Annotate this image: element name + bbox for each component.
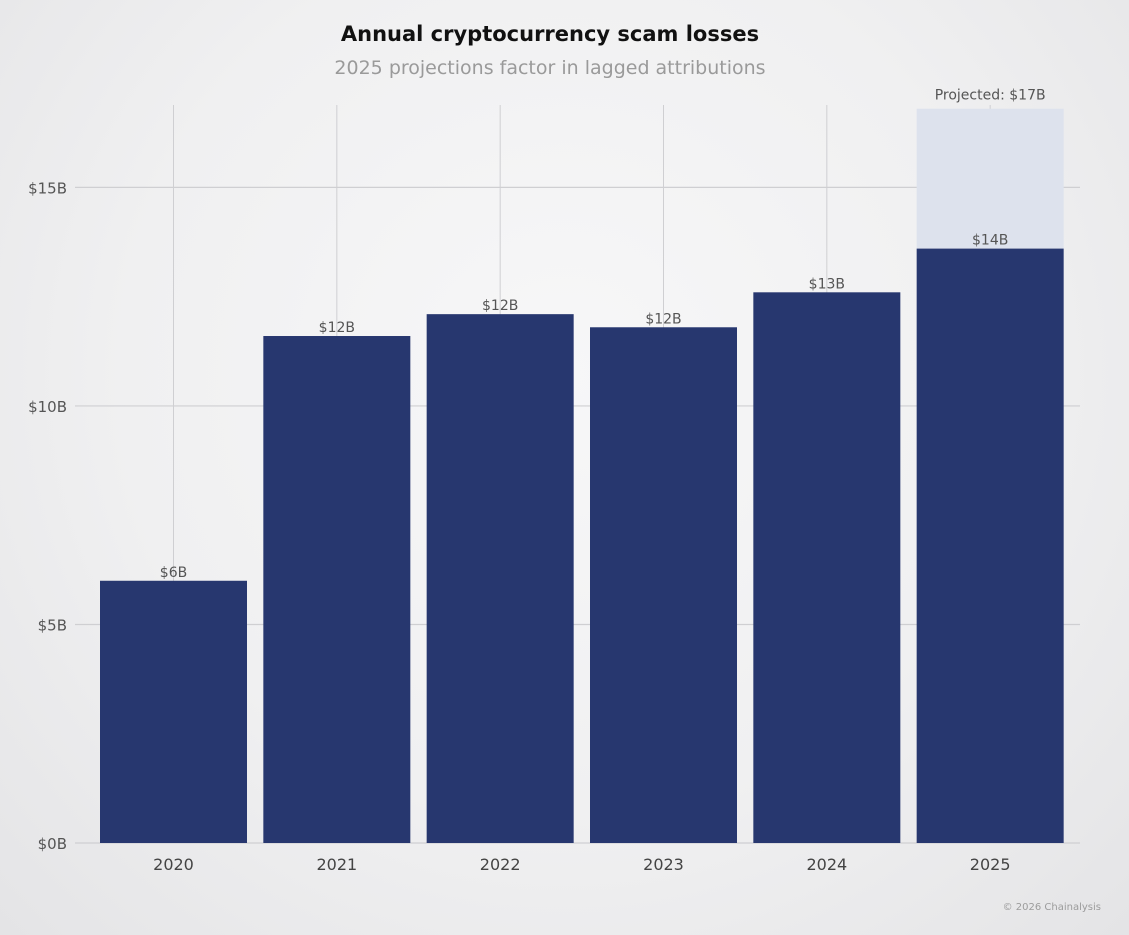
y-tick-label: $10B — [28, 398, 67, 416]
bar-2025 — [916, 248, 1064, 844]
bar-value-label: $6B — [160, 565, 187, 581]
x-tick-label: 2024 — [806, 855, 847, 874]
bar-2022 — [426, 314, 574, 843]
bar-value-label: $12B — [482, 298, 518, 314]
projected-bar-segment — [916, 108, 1064, 249]
y-tick-label: $5B — [38, 616, 67, 634]
bar-2024 — [753, 292, 901, 843]
bar-2023 — [590, 327, 737, 843]
bar-value-label: $12B — [645, 311, 681, 327]
bar-2020 — [100, 580, 247, 843]
x-tick-label: 2023 — [643, 855, 684, 874]
chart-title: Annual cryptocurrency scam losses — [340, 22, 760, 46]
x-tick-label: 2020 — [153, 855, 194, 874]
x-tick-label: 2022 — [480, 855, 521, 874]
x-tick-label: 2021 — [316, 855, 357, 874]
bar-value-label: $12B — [319, 320, 355, 336]
chart-subtitle: 2025 projections factor in lagged attrib… — [334, 57, 766, 79]
bar-value-label: $14B — [972, 233, 1008, 249]
y-tick-label: $15B — [28, 179, 67, 197]
y-tick-label: $0B — [38, 835, 67, 853]
projected-value-label: Projected: $17B — [935, 88, 1046, 104]
bar-value-label: $13B — [809, 276, 845, 292]
bar-2021 — [263, 336, 411, 843]
x-tick-label: 2025 — [970, 855, 1011, 874]
copyright-credit: © 2026 Chainalysis — [1002, 902, 1101, 913]
